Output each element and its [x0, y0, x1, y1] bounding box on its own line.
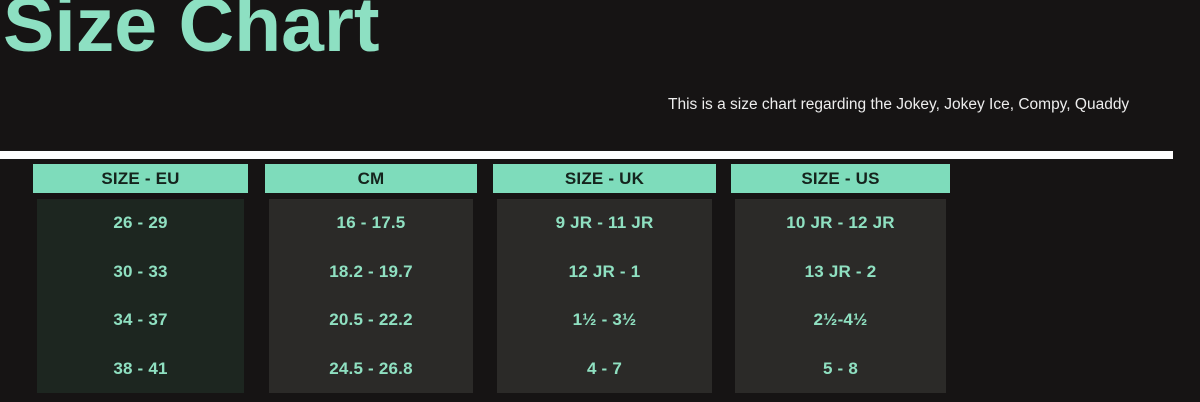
table-cell: 4 - 7	[586, 358, 623, 378]
table-cell: 26 - 29	[113, 213, 168, 233]
column-body-cm: 16 - 17.5 18.2 - 19.7 20.5 - 22.2 24.5 -…	[269, 199, 473, 393]
table-cell: 10 JR - 12 JR	[786, 213, 895, 233]
column-header-us: SIZE - US	[731, 164, 950, 193]
table-cell: 20.5 - 22.2	[329, 310, 413, 330]
column-header-uk: SIZE - UK	[493, 164, 716, 193]
table-cell: 2½-4½	[813, 310, 868, 330]
table-cell: 34 - 37	[113, 310, 168, 330]
table-cell: 9 JR - 11 JR	[555, 213, 654, 233]
size-chart-column-cm: CM 16 - 17.5 18.2 - 19.7 20.5 - 22.2 24.…	[265, 164, 477, 394]
size-chart-column-eu: SIZE - EU 26 - 29 30 - 33 34 - 37 38 - 4…	[33, 164, 248, 394]
table-cell: 13 JR - 2	[804, 261, 877, 281]
table-cell: 12 JR - 1	[568, 261, 641, 281]
size-chart-column-us: SIZE - US 10 JR - 12 JR 13 JR - 2 2½-4½ …	[731, 164, 950, 394]
table-cell: 1½ - 3½	[572, 310, 637, 330]
table-cell: 5 - 8	[822, 358, 859, 378]
table-cell: 38 - 41	[113, 358, 168, 378]
column-body-uk: 9 JR - 11 JR 12 JR - 1 1½ - 3½ 4 - 7	[497, 199, 712, 393]
column-body-us: 10 JR - 12 JR 13 JR - 2 2½-4½ 5 - 8	[735, 199, 946, 393]
column-body-eu: 26 - 29 30 - 33 34 - 37 38 - 41	[37, 199, 244, 393]
table-cell: 30 - 33	[113, 261, 168, 281]
column-header-cm: CM	[265, 164, 477, 193]
table-cell: 16 - 17.5	[336, 213, 406, 233]
size-chart-column-uk: SIZE - UK 9 JR - 11 JR 12 JR - 1 1½ - 3½…	[493, 164, 716, 394]
table-cell: 18.2 - 19.7	[329, 261, 413, 281]
table-cell: 24.5 - 26.8	[329, 358, 413, 378]
horizontal-divider	[0, 151, 1173, 159]
column-header-eu: SIZE - EU	[33, 164, 248, 193]
page-title: Size Chart	[3, 0, 380, 68]
chart-description: This is a size chart regarding the Jokey…	[668, 96, 1130, 113]
